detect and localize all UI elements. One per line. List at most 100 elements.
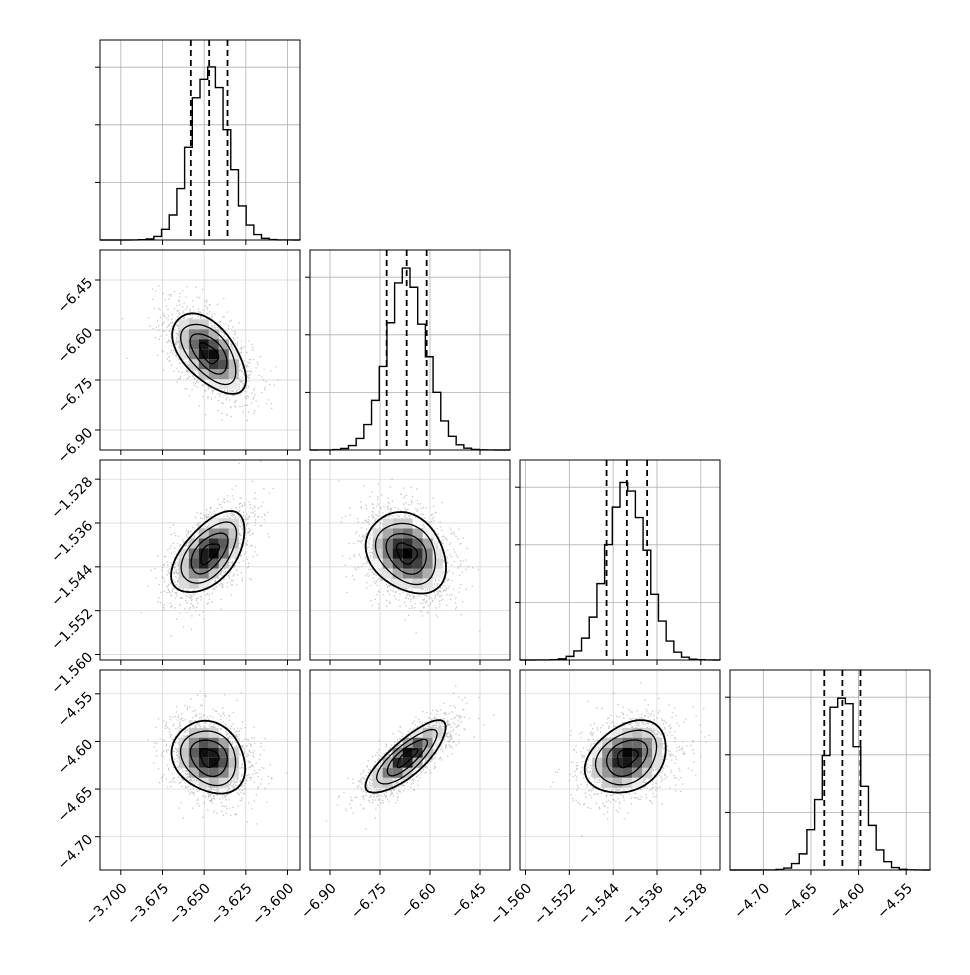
density-cell [432, 737, 443, 748]
panel-frame [729, 669, 931, 871]
density-cell [422, 568, 433, 579]
density-cell [622, 757, 633, 768]
density-cell [188, 568, 199, 579]
density-cell [218, 518, 229, 529]
density-cell [392, 568, 403, 579]
density-cell [652, 747, 663, 758]
density-cell [642, 757, 653, 768]
density-cell [612, 777, 623, 788]
density-cell [622, 777, 633, 788]
density-cell [228, 518, 239, 529]
y-tick-label: −4.65 [55, 784, 97, 826]
density-cell [382, 568, 393, 579]
y-tick-label: −1.560 [48, 650, 96, 698]
density-cell [592, 767, 603, 778]
density-content [121, 285, 279, 422]
density-cell [632, 757, 643, 768]
density-cell [412, 737, 423, 748]
density-cell [402, 528, 413, 539]
density-cell [422, 578, 433, 589]
density-panel-1-0 [99, 249, 301, 451]
density-cell [392, 558, 403, 569]
density-cell [198, 737, 209, 748]
density-cell [402, 548, 413, 559]
density-cell [208, 548, 219, 559]
x-tick-label: −3.675 [124, 880, 172, 928]
x-tick-label: −1.536 [619, 880, 667, 928]
density-cell [402, 747, 413, 758]
density-panel-3-0 [99, 669, 301, 871]
density-cell [178, 319, 189, 330]
density-cell [208, 727, 219, 738]
density-cell [208, 757, 219, 768]
panel-frame [309, 669, 511, 871]
density-cell [208, 737, 219, 748]
density-cell [412, 518, 423, 529]
density-cell [198, 339, 209, 350]
panel-frame [99, 39, 301, 241]
contour-line [189, 333, 228, 375]
density-cell [208, 339, 219, 350]
contour-line [374, 522, 437, 586]
density-content [338, 478, 481, 634]
contour-line [198, 342, 220, 365]
density-cell [392, 578, 403, 589]
panel-frame [519, 669, 721, 871]
contour-line [180, 323, 237, 386]
y-tick-label: −4.70 [55, 832, 97, 874]
panel-bg [100, 40, 300, 240]
density-cell [612, 747, 623, 758]
density-cell [228, 548, 239, 559]
contour-line [170, 719, 247, 795]
y-tick-label: −6.90 [55, 425, 97, 467]
density-cell [642, 737, 653, 748]
contour-line [594, 729, 658, 786]
density-cell [178, 558, 189, 569]
density-cell [208, 538, 219, 549]
density-cell [612, 727, 623, 738]
density-cell [188, 349, 199, 360]
density-content [140, 460, 274, 637]
density-cell [228, 379, 239, 390]
density-content [325, 685, 495, 830]
density-cell [402, 538, 413, 549]
x-tick-label: −4.55 [874, 880, 916, 922]
density-cell [188, 578, 199, 589]
density-cell [382, 528, 393, 539]
density-cell [432, 727, 443, 738]
contour-line [190, 532, 229, 575]
histogram-panel-1 [305, 249, 511, 451]
density-cell [208, 349, 219, 360]
density-cell [422, 558, 433, 569]
y-tick-label: −1.528 [48, 474, 96, 522]
density-cell [188, 767, 199, 778]
y-tick-label: −1.552 [48, 606, 96, 654]
density-cell [178, 548, 189, 559]
density-panel-2-0 [99, 459, 301, 661]
density-cell [382, 777, 393, 788]
density-cell [188, 737, 199, 748]
density-cell [218, 767, 229, 778]
contour-line [583, 719, 667, 794]
density-cell [218, 369, 229, 380]
density-cell [208, 767, 219, 778]
density-cell [412, 558, 423, 569]
density-cell [612, 767, 623, 778]
density-cell [198, 727, 209, 738]
density-cell [432, 558, 443, 569]
density-cell [208, 528, 219, 539]
density-cell [592, 747, 603, 758]
density-cell [422, 528, 433, 539]
x-tick-label: −3.700 [83, 880, 131, 928]
density-cell [642, 767, 653, 778]
contour-line [171, 312, 247, 395]
density-cell [198, 558, 209, 569]
density-cell [218, 737, 229, 748]
contour-line [376, 728, 438, 785]
density-cell [602, 777, 613, 788]
density-cell [382, 518, 393, 529]
x-tick-label: −3.650 [166, 880, 214, 928]
density-cell [392, 747, 403, 758]
density-cell [632, 767, 643, 778]
density-cell [188, 538, 199, 549]
